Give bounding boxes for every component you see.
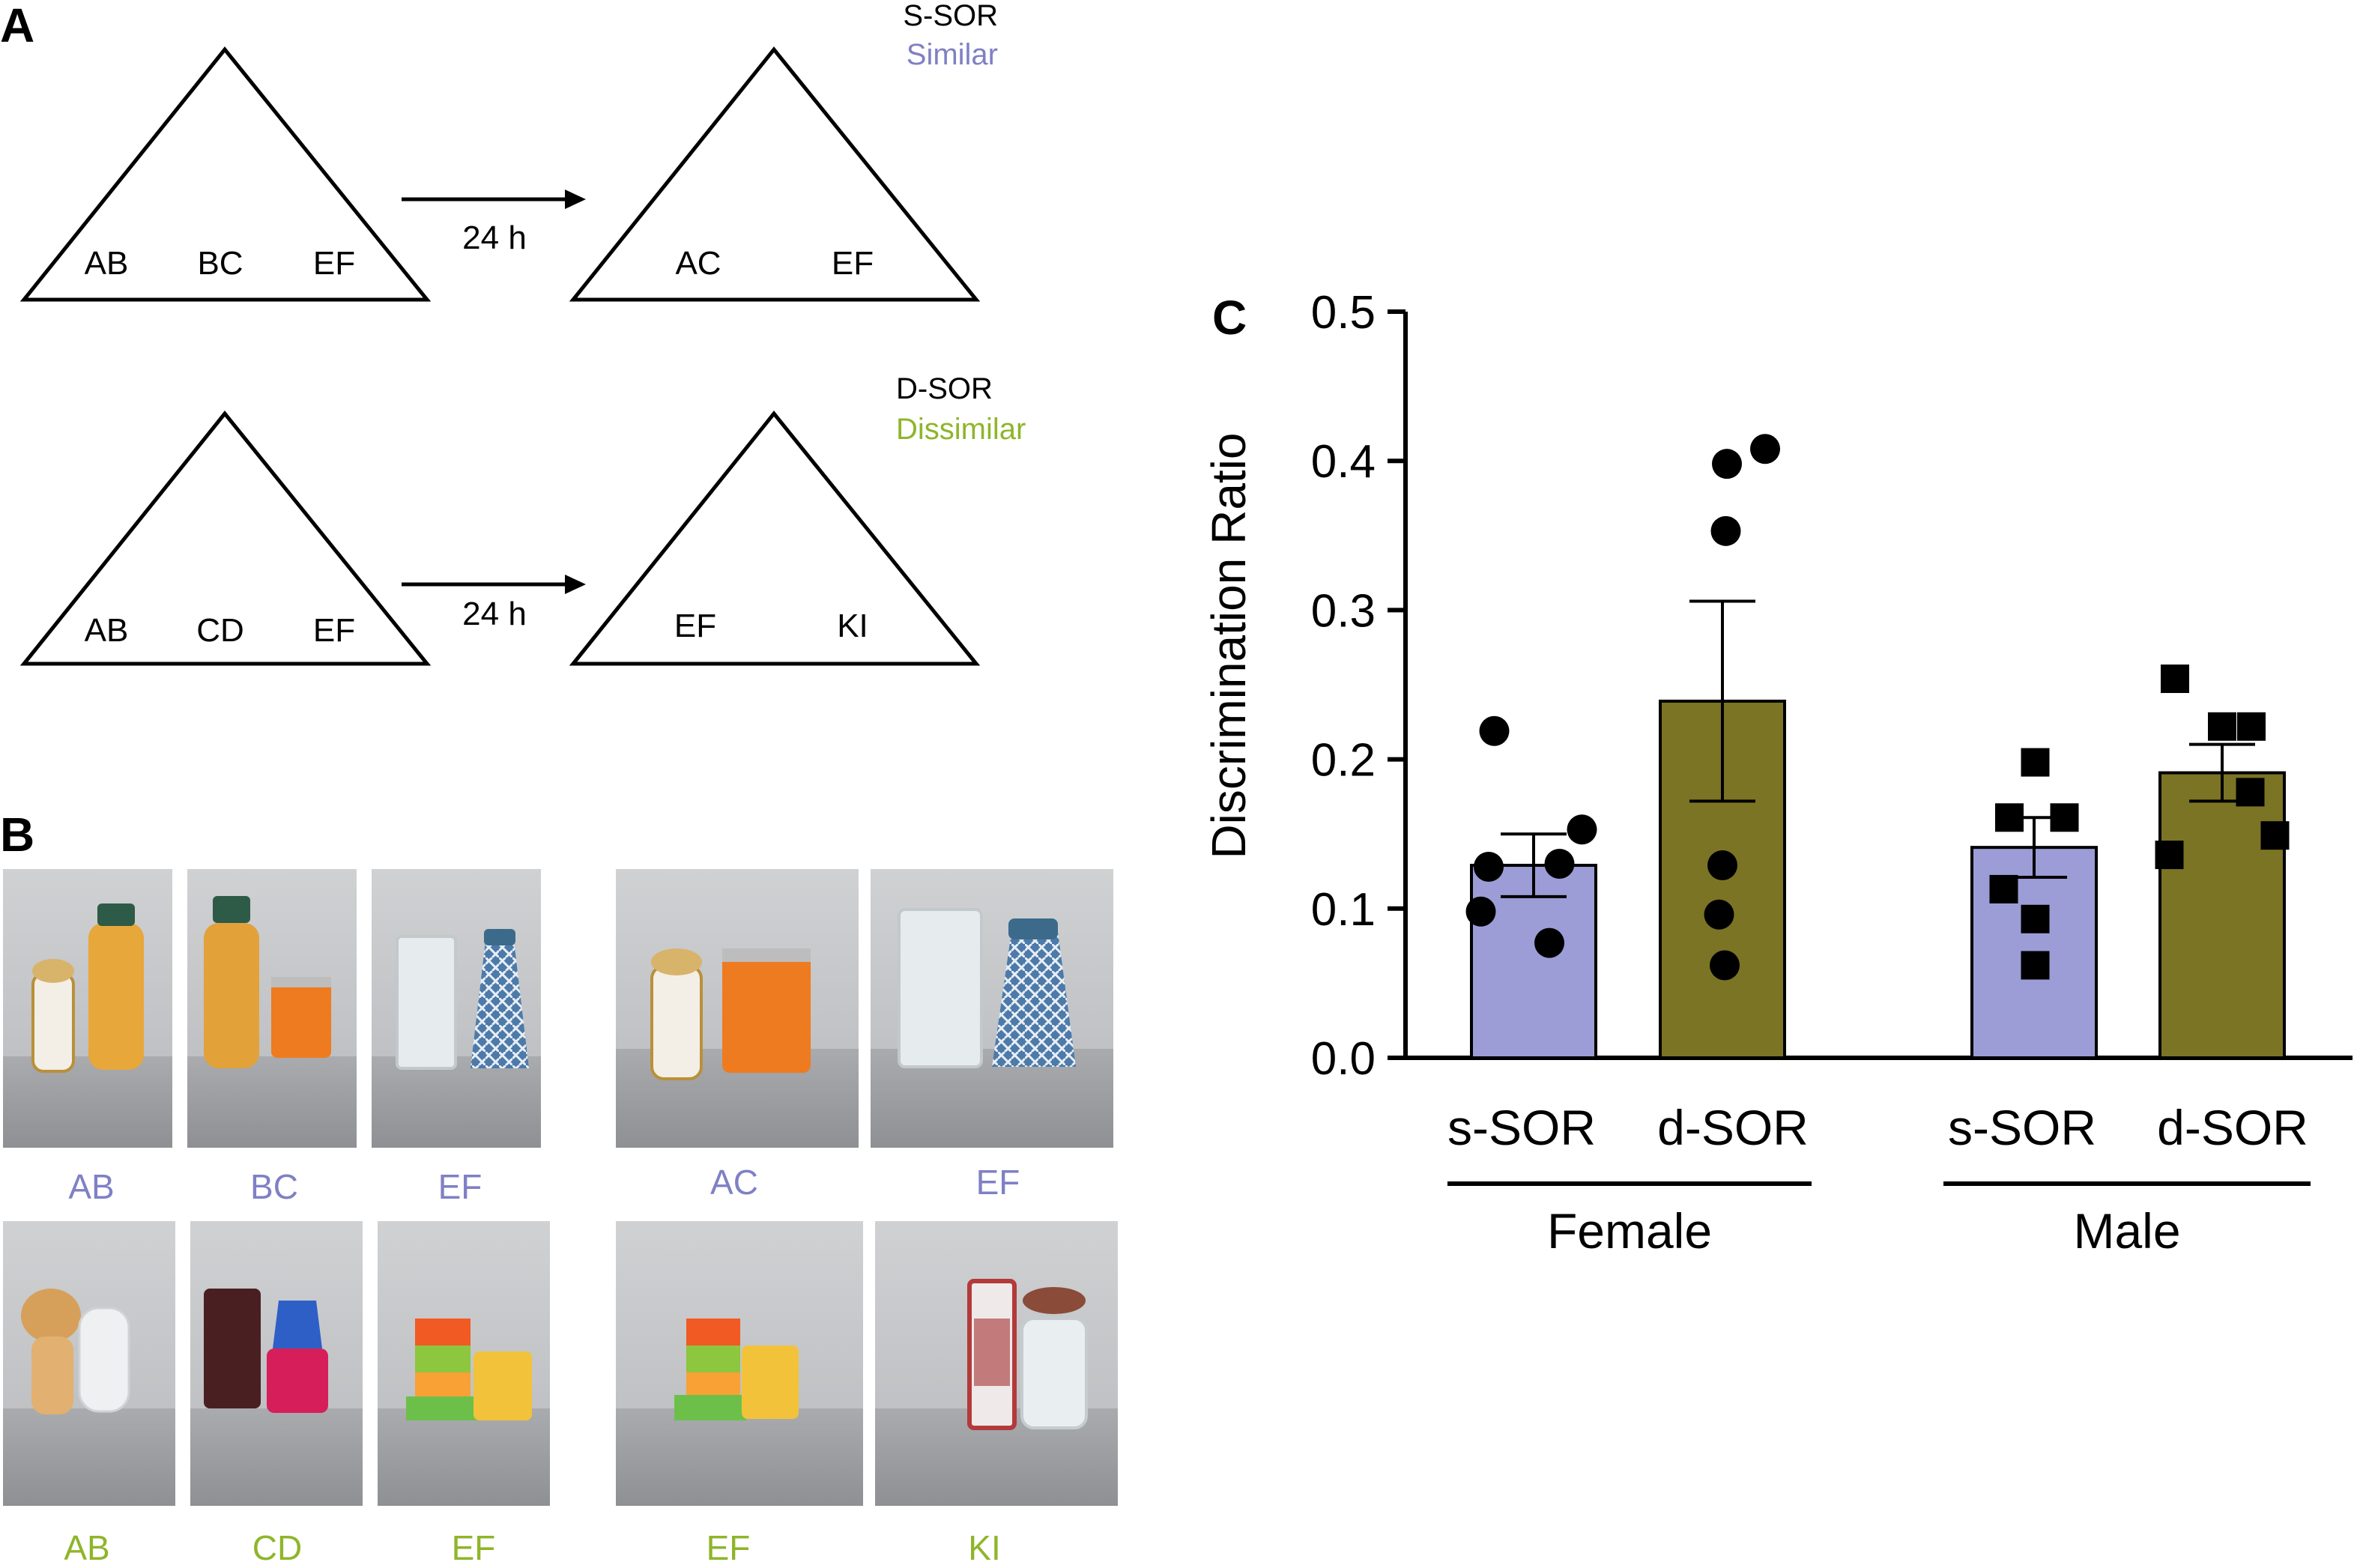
- y-tick-label: 0.1: [1311, 884, 1376, 936]
- data-point: [1479, 715, 1510, 746]
- photo-label-ab-dissimilar: AB: [64, 1528, 109, 1567]
- data-point: [2050, 803, 2079, 832]
- category-label: d-SOR: [2157, 1100, 2308, 1155]
- data-point: [1534, 927, 1564, 958]
- s-sor-test-object-2: EF: [832, 245, 874, 282]
- photo-ac-similar: [616, 869, 859, 1148]
- bar-male-d-sor: [2158, 771, 2286, 1059]
- d-sor-delay-label: 24 h: [462, 596, 527, 632]
- panel-b: B: [0, 808, 1118, 1567]
- photo-ef-dissimilar-test: [616, 1221, 863, 1506]
- photo-ab-similar: [3, 869, 172, 1148]
- s-sor-sample-object-3: EF: [313, 245, 355, 282]
- data-point: [1710, 950, 1740, 981]
- data-point: [1989, 874, 2018, 903]
- dissimilar-label: Dissimilar: [896, 413, 1026, 446]
- discrimination-ratio-chart: 0.0 0.1 0.2 0.3 0.4 0.5 Discrimination Ratio s-…: [1202, 287, 2353, 1259]
- data-point: [1544, 849, 1575, 880]
- y-tick-label: 0.5: [1311, 287, 1376, 339]
- photo-label-ef-dissimilar: EF: [452, 1528, 496, 1567]
- d-sor-title: D-SOR: [896, 372, 993, 405]
- s-sor-arrow: [402, 190, 586, 209]
- data-point: [1465, 896, 1496, 927]
- data-point: [1567, 814, 1597, 845]
- photo-bc-similar: [187, 869, 357, 1148]
- panel-label-a: A: [0, 0, 34, 52]
- photo-ef-similar-test: [871, 869, 1113, 1148]
- data-point: [2237, 712, 2266, 741]
- d-sor-sample-object-2: CD: [196, 612, 244, 649]
- photo-label-ef-similar-test: EF: [976, 1163, 1020, 1202]
- photo-ef-dissimilar: [378, 1221, 550, 1506]
- test-arena-triangle: [569, 46, 981, 302]
- d-sor-test-object-1: EF: [674, 608, 716, 644]
- photo-label-bc-similar: BC: [250, 1167, 298, 1206]
- category-label: s-SOR: [1447, 1100, 1596, 1155]
- data-point: [2260, 821, 2290, 850]
- d-sor-sample-object-3: EF: [313, 612, 355, 649]
- data-point: [1750, 434, 1780, 464]
- group-label-female: Female: [1547, 1203, 1712, 1259]
- sample-arena-triangle: [19, 411, 432, 666]
- s-sor-test-object-1: AC: [675, 245, 721, 282]
- data-point: [2021, 951, 2050, 980]
- photo-label-ki-dissimilar: KI: [968, 1528, 1000, 1567]
- s-sor-sample-object-1: AB: [85, 245, 129, 282]
- group-label-male: Male: [2073, 1203, 2180, 1259]
- d-sor-sample-object-1: AB: [85, 612, 129, 649]
- photo-ab-dissimilar: [3, 1221, 175, 1506]
- data-point: [2236, 778, 2265, 807]
- data-point: [1712, 449, 1742, 479]
- panel-label-c: C: [1212, 291, 1247, 345]
- photo-label-ac-similar: AC: [710, 1163, 758, 1202]
- data-point: [2021, 748, 2050, 777]
- test-arena-triangle: [569, 411, 981, 666]
- category-label: d-SOR: [1657, 1100, 1809, 1155]
- category-label: s-SOR: [1948, 1100, 2096, 1155]
- y-tick-label: 0.3: [1311, 585, 1376, 637]
- photo-ki-dissimilar: [875, 1221, 1118, 1506]
- data-point: [2155, 841, 2184, 870]
- s-sor-delay-label: 24 h: [462, 220, 527, 256]
- s-sor-protocol: [19, 46, 981, 302]
- panel-label-b: B: [0, 808, 34, 862]
- photo-cd-dissimilar: [190, 1221, 363, 1506]
- data-point: [1995, 803, 2024, 832]
- data-point: [2208, 712, 2236, 741]
- photo-label-cd-dissimilar: CD: [252, 1528, 302, 1567]
- data-point: [1707, 850, 1737, 881]
- y-tick-label: 0.2: [1311, 735, 1376, 787]
- photo-label-ab-similar: AB: [68, 1167, 114, 1206]
- sample-arena-triangle: [19, 46, 432, 302]
- y-tick-label: 0.0: [1311, 1033, 1376, 1085]
- data-point: [1474, 852, 1504, 883]
- s-sor-title: S-SOR: [903, 0, 998, 32]
- data-point: [1710, 515, 1741, 546]
- y-axis-title: Discrimination Ratio: [1202, 432, 1256, 859]
- d-sor-test-object-2: KI: [837, 608, 868, 644]
- d-sor-arrow: [402, 575, 586, 594]
- panel-c: C 0.0 0.1 0.2 0.3 0.4 0.5 Discrimination Ratio…: [1202, 287, 2353, 1259]
- similar-label: Similar: [907, 38, 998, 71]
- panel-a: A AB BC EF AC EF 24 h S-SOR Similar AB C…: [0, 0, 1026, 666]
- s-sor-sample-object-2: BC: [197, 245, 243, 282]
- data-point: [2161, 665, 2189, 694]
- photo-label-ef-dissimilar-test: EF: [707, 1528, 751, 1567]
- data-point: [1704, 899, 1734, 930]
- d-sor-protocol: [19, 411, 981, 666]
- photo-label-ef-similar: EF: [438, 1167, 482, 1206]
- photo-ef-similar: [372, 869, 541, 1148]
- y-tick-label: 0.4: [1311, 436, 1376, 488]
- data-point: [2021, 904, 2050, 933]
